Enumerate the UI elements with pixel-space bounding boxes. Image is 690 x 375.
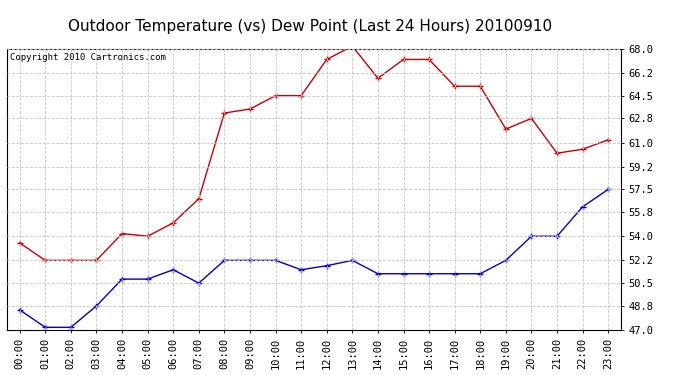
Text: Copyright 2010 Cartronics.com: Copyright 2010 Cartronics.com xyxy=(10,53,166,62)
Text: Outdoor Temperature (vs) Dew Point (Last 24 Hours) 20100910: Outdoor Temperature (vs) Dew Point (Last… xyxy=(68,19,553,34)
